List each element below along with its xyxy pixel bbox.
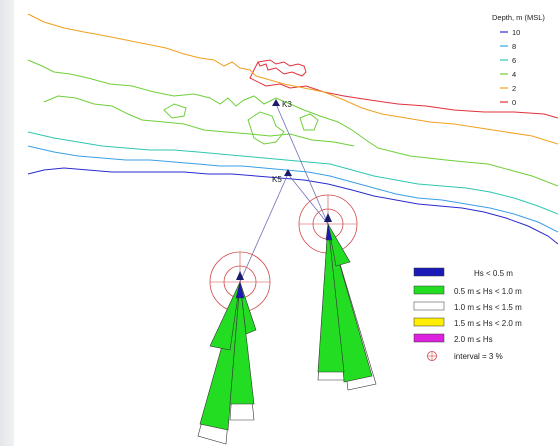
- depth-label-4: 4: [512, 70, 516, 79]
- contour-4m-patch3: [163, 103, 187, 119]
- hs-legend-item-2: 1.0 m ≤ Hs < 1.5 m: [413, 301, 522, 312]
- depth-legend-item-8: 8: [500, 42, 516, 51]
- hs-label-4: 2.0 m ≤ Hs: [454, 335, 493, 344]
- contour-4m-patch2: [299, 113, 319, 131]
- contour-8m: [27, 145, 558, 233]
- rose-k3-center: [324, 213, 332, 222]
- leader-k5: [239, 173, 289, 283]
- depth-contours: [27, 13, 558, 245]
- contour-0m: [249, 59, 558, 119]
- interval-label: interval = 3 %: [454, 352, 503, 361]
- depth-legend-item-4: 4: [500, 70, 516, 79]
- depth-legend-item-10: 10: [500, 28, 520, 37]
- hs-legend-item-4: 2.0 m ≤ Hs: [413, 333, 493, 344]
- depth-label-6: 6: [512, 56, 516, 65]
- wave-rose-k3: [298, 194, 377, 391]
- contour-4m-shoal: [43, 95, 355, 147]
- hs-legend-item-3: 1.5 m ≤ Hs < 2.0 m: [413, 317, 522, 328]
- hs-label-1: 0.5 m ≤ Hs < 1.0 m: [454, 287, 522, 296]
- rose-k5-wedge-sse-green: [239, 281, 257, 335]
- hs-swatch-1: [413, 285, 445, 295]
- rose-k5-wedge-small: [235, 281, 245, 299]
- leader-lines: [239, 103, 329, 283]
- contour-4m: [27, 59, 558, 187]
- depth-legend-item-2: 2: [500, 84, 516, 93]
- point-k5-label: K5: [272, 175, 282, 184]
- hs-swatch-3: [413, 317, 445, 327]
- depth-label-10: 10: [512, 28, 520, 37]
- hs-swatch-0: [413, 267, 445, 277]
- rose-k5-wedge-s-green: [229, 281, 255, 405]
- contour-6m: [27, 131, 558, 215]
- hs-swatch-2: [413, 301, 445, 311]
- wave-rose-k5: [197, 251, 271, 445]
- leader-k5b: [287, 173, 329, 225]
- depth-label-2: 2: [512, 84, 516, 93]
- observation-points: K3 K5: [272, 99, 292, 184]
- depth-legend-title: Depth, m (MSL): [492, 13, 545, 22]
- contour-4m-patch1: [247, 111, 285, 145]
- hs-legend: Hs < 0.5 m 0.5 m ≤ Hs < 1.0 m 1.0 m ≤ Hs…: [413, 267, 522, 361]
- rose-k5-wedge-sw-green: [209, 281, 241, 351]
- hs-legend-item-0: Hs < 0.5 m: [413, 267, 513, 278]
- contour-10m: [27, 167, 558, 245]
- hs-label-0: Hs < 0.5 m: [474, 269, 513, 278]
- depth-legend: Depth, m (MSL) 10 8 6 4: [492, 13, 545, 107]
- rose-k3-wedge-se-green: [327, 223, 351, 267]
- wave-rose-map: K3 K5: [27, 13, 558, 445]
- depth-label-8: 8: [512, 42, 516, 51]
- hs-label-2: 1.0 m ≤ Hs < 1.5 m: [454, 303, 522, 312]
- rose-k3-wedge-small: [325, 223, 333, 241]
- hs-label-3: 1.5 m ≤ Hs < 2.0 m: [454, 319, 522, 328]
- map-panel: K3 K5: [14, 0, 558, 446]
- rose-k5-center: [236, 271, 244, 280]
- hs-swatch-4: [413, 333, 445, 343]
- point-k3-marker: [272, 99, 280, 106]
- leader-k3: [275, 103, 329, 225]
- point-k3-label: K3: [282, 100, 292, 109]
- hs-legend-item-1: 0.5 m ≤ Hs < 1.0 m: [413, 285, 522, 296]
- depth-label-0: 0: [512, 98, 516, 107]
- depth-legend-item-6: 6: [500, 56, 516, 65]
- contour-2m: [27, 13, 558, 145]
- point-k5-marker: [284, 169, 292, 176]
- rose-k3-wedge-s-green: [317, 223, 345, 373]
- depth-legend-item-0: 0: [500, 98, 516, 107]
- hs-legend-interval: interval = 3 %: [427, 351, 503, 361]
